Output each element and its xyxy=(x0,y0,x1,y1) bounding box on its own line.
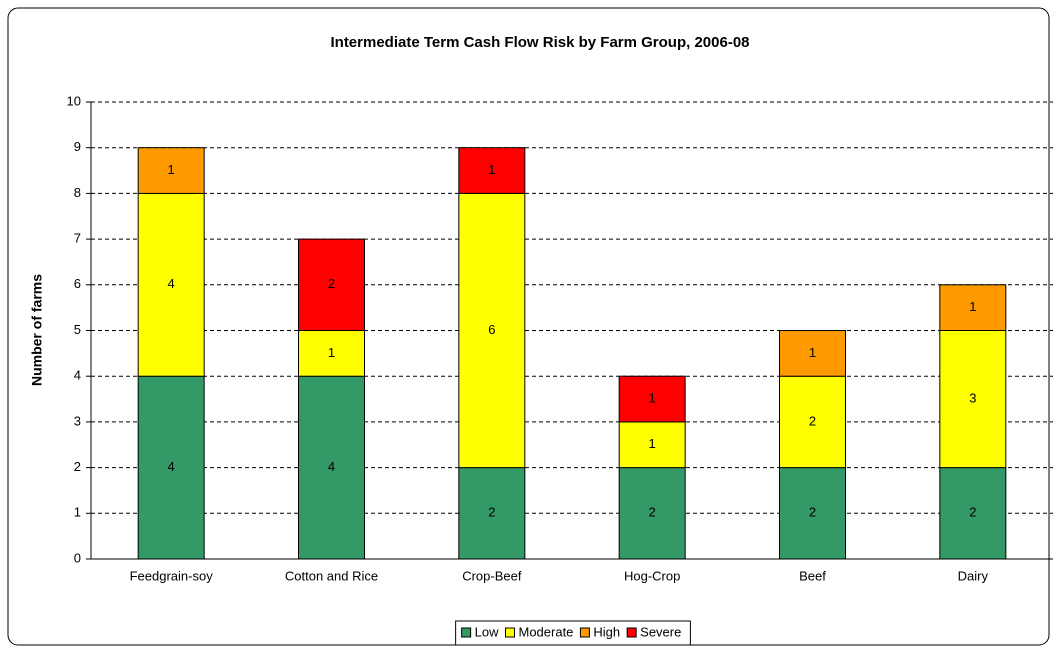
data-label: 1 xyxy=(649,436,656,451)
legend-swatch xyxy=(626,627,637,638)
data-label: 3 xyxy=(969,390,976,405)
data-label: 4 xyxy=(328,459,335,474)
y-axis-label: Number of farms xyxy=(29,274,45,386)
y-tick-label: 3 xyxy=(74,413,81,428)
data-label: 2 xyxy=(969,505,976,520)
bar-segment xyxy=(939,284,1007,331)
bar-segment xyxy=(939,330,1007,469)
bar-segment xyxy=(458,192,526,469)
data-label: 2 xyxy=(488,505,495,520)
bar-segment xyxy=(779,467,846,560)
legend-box xyxy=(455,620,691,646)
data-label: 4 xyxy=(168,276,175,291)
y-tick-label: 4 xyxy=(74,368,81,383)
data-label: 6 xyxy=(488,322,495,337)
chart-title: Intermediate Term Cash Flow Risk by Farm… xyxy=(330,34,749,51)
y-tick-label: 7 xyxy=(74,231,81,246)
data-label: 1 xyxy=(328,345,335,360)
x-tick-label: Dairy xyxy=(958,568,989,583)
bar-segment xyxy=(618,421,686,469)
data-label: 1 xyxy=(809,345,816,360)
bar-segment xyxy=(137,375,205,560)
data-label: 1 xyxy=(168,162,175,177)
data-label: 1 xyxy=(649,390,656,405)
data-label: 1 xyxy=(969,299,976,314)
y-tick-label: 2 xyxy=(74,459,81,474)
data-label: 2 xyxy=(328,276,335,291)
data-label: 2 xyxy=(809,505,816,520)
bar-segment xyxy=(779,330,846,377)
bar-segment xyxy=(137,192,205,377)
legend-swatch xyxy=(461,627,472,638)
y-tick-label: 9 xyxy=(74,139,81,154)
data-label: 2 xyxy=(649,505,656,520)
bar-segment xyxy=(779,375,846,469)
y-tick-label: 5 xyxy=(74,322,81,337)
x-tick-label: Cotton and Rice xyxy=(285,568,378,583)
bar-segment xyxy=(939,467,1007,560)
bar-segment xyxy=(298,375,365,560)
y-tick-label: 0 xyxy=(74,550,81,565)
legend-label: High xyxy=(593,624,620,639)
data-label: 4 xyxy=(168,459,175,474)
x-tick-label: Beef xyxy=(799,568,826,583)
x-tick-label: Crop-Beef xyxy=(462,568,522,583)
legend-label: Moderate xyxy=(518,624,573,639)
x-tick-label: Feedgrain-soy xyxy=(130,568,214,583)
bar-segment xyxy=(137,147,205,194)
bar-segment xyxy=(618,375,686,423)
legend-label: Severe xyxy=(640,624,681,639)
legend-swatch xyxy=(579,627,590,638)
y-tick-label: 8 xyxy=(74,185,81,200)
data-label: 1 xyxy=(488,162,495,177)
bar-segment xyxy=(298,238,365,332)
legend-swatch xyxy=(504,627,515,638)
bar-segment xyxy=(458,147,526,194)
y-tick-label: 6 xyxy=(74,276,81,291)
bar-segment xyxy=(298,330,365,377)
data-label: 2 xyxy=(809,413,816,428)
bar-segment xyxy=(458,467,526,560)
legend-label: Low xyxy=(475,624,499,639)
y-tick-label: 1 xyxy=(74,505,81,520)
x-tick-label: Hog-Crop xyxy=(624,568,680,583)
y-tick-label: 10 xyxy=(67,93,81,108)
